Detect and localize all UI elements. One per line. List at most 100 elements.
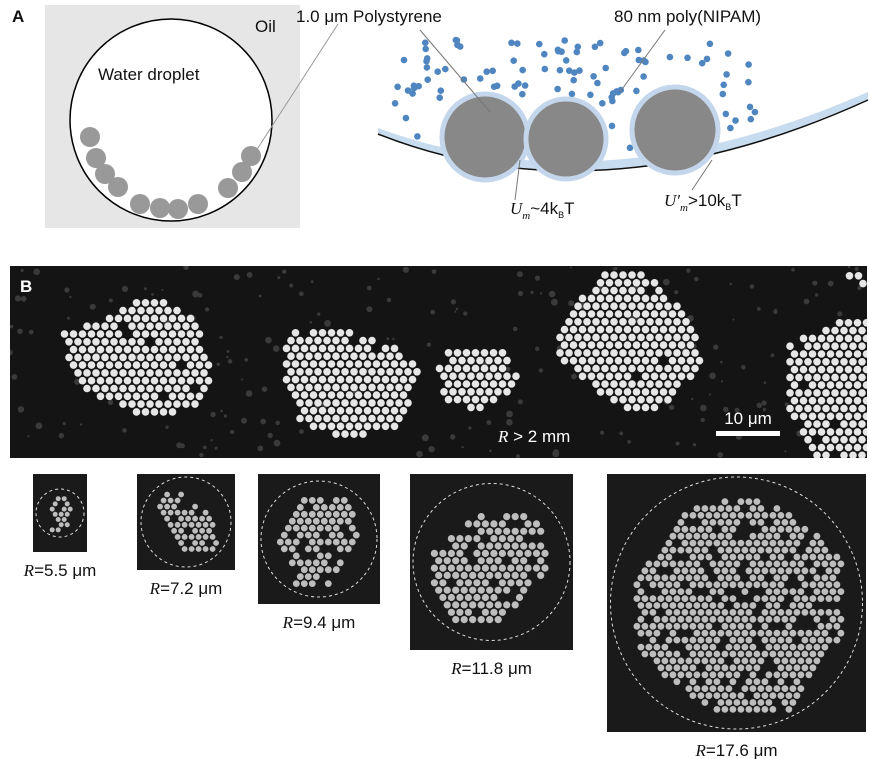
debris: [764, 381, 767, 384]
particle: [53, 512, 58, 517]
debris: [18, 406, 24, 412]
debris: [289, 284, 293, 288]
particle: [827, 350, 835, 358]
particle: [798, 602, 805, 609]
particle: [309, 497, 316, 504]
particle: [296, 368, 304, 376]
particle: [670, 561, 677, 568]
particle: [686, 658, 693, 665]
particle: [686, 671, 693, 678]
particle: [512, 528, 519, 535]
particle: [766, 616, 773, 623]
particle: [854, 381, 862, 389]
particle: [651, 388, 659, 396]
debris: [848, 266, 850, 268]
debris: [260, 419, 266, 425]
particle: [615, 310, 623, 318]
nipam: [424, 76, 431, 83]
particle: [83, 354, 91, 362]
particle: [101, 338, 109, 346]
particle: [495, 542, 502, 549]
particle: [678, 357, 686, 365]
nipam: [519, 91, 526, 98]
particle: [858, 358, 866, 366]
particle: [142, 330, 150, 338]
nipam: [411, 82, 418, 89]
particle: [798, 685, 805, 692]
particle: [524, 550, 531, 557]
particle: [458, 372, 466, 380]
particle: [718, 519, 725, 526]
particle: [794, 609, 801, 616]
particle: [124, 361, 132, 369]
particle: [137, 354, 145, 362]
particle: [742, 630, 749, 637]
particle: [65, 522, 70, 527]
particle: [473, 550, 480, 557]
debris: [63, 422, 66, 425]
particle: [570, 341, 578, 349]
nipam: [424, 64, 431, 71]
debris: [613, 268, 616, 271]
particle: [690, 526, 697, 533]
particle: [642, 341, 650, 349]
particle: [579, 295, 587, 303]
particle: [738, 706, 745, 713]
nipam: [541, 51, 548, 58]
debris: [15, 295, 21, 301]
particle: [742, 699, 749, 706]
debris: [33, 269, 40, 276]
particle: [537, 528, 544, 535]
debris: [729, 283, 732, 286]
particle: [654, 630, 661, 637]
particle: [690, 567, 697, 574]
particle: [698, 637, 705, 644]
particle: [328, 376, 336, 384]
particle: [806, 547, 813, 554]
particle: [137, 385, 145, 393]
particle: [592, 287, 600, 295]
particle: [827, 413, 835, 421]
particle: [722, 581, 729, 588]
particle: [682, 349, 690, 357]
particle: [694, 616, 701, 623]
particle: [520, 587, 527, 594]
particle: [317, 497, 324, 504]
particle: [133, 299, 141, 307]
particle: [59, 512, 64, 517]
particle: [187, 315, 195, 323]
particle: [187, 377, 195, 385]
particle: [730, 540, 737, 547]
particle: [92, 354, 100, 362]
particle: [845, 335, 853, 343]
particle: [806, 602, 813, 609]
caption-text: =11.8 μm: [461, 659, 531, 678]
particle: [556, 349, 564, 357]
particle: [813, 358, 821, 366]
particle: [503, 513, 510, 520]
particle: [650, 581, 657, 588]
debris: [427, 343, 431, 347]
particle: [448, 550, 455, 557]
particle: [610, 365, 618, 373]
particle: [400, 376, 408, 384]
particle: [690, 664, 697, 671]
particle: [770, 554, 777, 561]
particle: [754, 512, 761, 519]
particle: [754, 567, 761, 574]
debris: [828, 281, 834, 287]
particle: [454, 349, 462, 357]
particle: [845, 381, 853, 389]
particle: [160, 299, 168, 307]
particle: [574, 349, 582, 357]
nipam: [489, 68, 496, 75]
debris: [377, 278, 380, 281]
debris: [506, 367, 511, 372]
particle: [690, 512, 697, 519]
particle: [822, 630, 829, 637]
particle: [726, 616, 733, 623]
particle: [814, 658, 821, 665]
particle: [674, 567, 681, 574]
particle: [750, 616, 757, 623]
particle: [469, 587, 476, 594]
